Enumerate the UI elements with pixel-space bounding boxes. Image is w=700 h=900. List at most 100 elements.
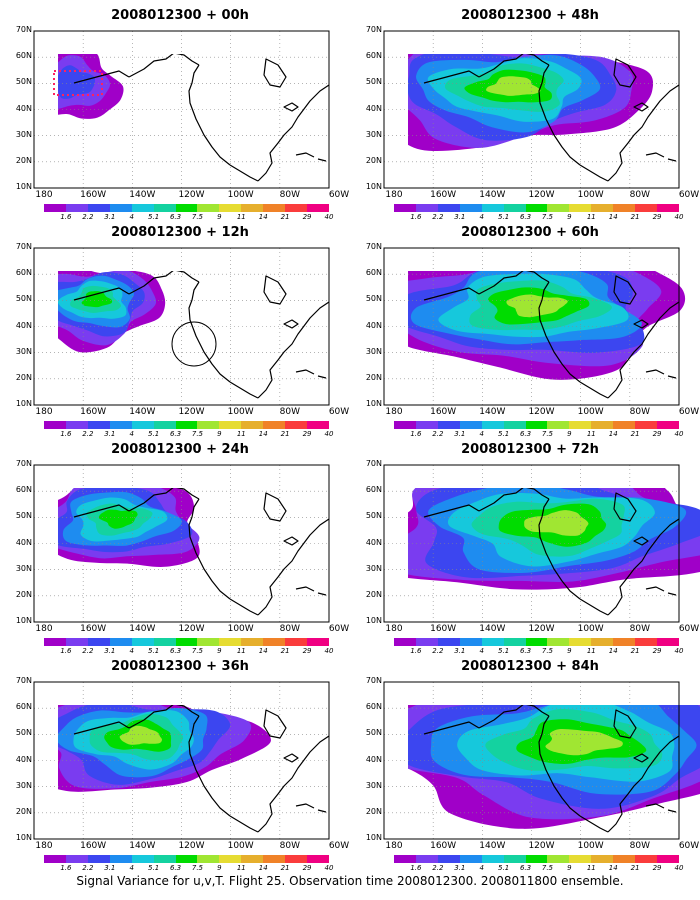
colorbar-tick-label: 11 [586, 213, 596, 221]
colorbar-tick-label: 5.1 [148, 864, 160, 872]
colorbar-tick-label: 2.2 [432, 647, 444, 655]
colorbar-tick-label: 9 [567, 213, 572, 221]
coastline [645, 369, 665, 375]
colorbar-swatch [503, 204, 526, 212]
longitude-tick-label: 80W [279, 407, 300, 417]
colorbar-tick-label: 5.1 [148, 213, 160, 221]
colorbar-tick-label: 11 [586, 647, 596, 655]
colorbar-swatch [153, 204, 176, 212]
coastline [478, 705, 550, 729]
colorbar-tick-label: 29 [652, 647, 662, 655]
colorbar-swatch [307, 855, 329, 863]
colorbar-swatch [394, 204, 416, 212]
colorbar [394, 204, 679, 212]
colorbar-tick-label: 4 [129, 647, 134, 655]
longitude-tick-label: 180 [35, 407, 53, 417]
colorbar-tick-label: 7.5 [191, 864, 204, 872]
colorbar-tick-label: 21 [280, 647, 290, 655]
longitude-tick-label: 160W [80, 190, 107, 200]
signal-variance-map [383, 464, 700, 623]
colorbar-tick-label: 7.5 [541, 864, 554, 872]
colorbar [44, 204, 329, 212]
longitude-tick-label: 100W [577, 407, 604, 417]
colorbar-swatch [569, 638, 592, 646]
latitude-tick-label: 10N [365, 616, 382, 625]
coastline [128, 54, 200, 78]
coastline [613, 492, 637, 522]
longitude-tick-label: 60W [328, 841, 350, 851]
coastline [633, 753, 649, 763]
latitude-tick-label: 30N [365, 563, 382, 573]
longitude-tick-label: 140W [129, 841, 156, 851]
coastline [317, 592, 327, 596]
coastline [579, 381, 609, 399]
coastline [633, 536, 649, 546]
colorbar-swatch [153, 638, 176, 646]
latitude-tick-label: 60N [365, 51, 382, 61]
colorbar-swatch [437, 421, 460, 429]
latitude-tick-label: 60N [15, 485, 32, 495]
colorbar-swatch [415, 204, 438, 212]
colorbar-swatch [437, 855, 460, 863]
longitude-tick-label: 180 [385, 624, 403, 634]
colorbar-swatch [109, 421, 132, 429]
colorbar-tick-label: 7.5 [191, 647, 204, 655]
colorbar-tick-label: 6.3 [519, 430, 532, 438]
latitude-tick-label: 70N [365, 676, 382, 685]
colorbar-tick-label: 3.1 [454, 864, 466, 872]
colorbar-swatch [503, 855, 526, 863]
longitude-tick-label: 60W [678, 407, 700, 417]
colorbar-tick-label: 29 [302, 213, 312, 221]
longitude-tick-label: 80W [629, 407, 650, 417]
colorbar-swatch [635, 855, 658, 863]
longitude-tick-label: 60W [328, 624, 350, 634]
colorbar-swatch [394, 421, 416, 429]
colorbar-swatch [219, 855, 242, 863]
colorbar-swatch [437, 638, 460, 646]
colorbar-swatch [591, 421, 614, 429]
colorbar-tick-label: 5.1 [498, 864, 510, 872]
colorbar-swatch [109, 204, 132, 212]
colorbar-swatch [285, 204, 308, 212]
coastline [423, 70, 480, 84]
colorbar-tick-label: 5.1 [498, 430, 510, 438]
panel-title: 2008012300 + 24h [111, 442, 249, 457]
colorbar-tick-label: 14 [608, 647, 618, 655]
colorbar-tick-label: 4 [129, 213, 134, 221]
coastline [229, 381, 259, 399]
colorbar-tick-label: 11 [236, 213, 246, 221]
latitude-tick-label: 30N [365, 129, 382, 139]
coastline [283, 536, 299, 546]
coastline [295, 803, 315, 809]
map-panel-48h: 2008012300 + 48h 70N 60N 50N 40N 30N 20N 10N 180… [360, 8, 700, 228]
latitude-tick-label: 20N [15, 806, 32, 816]
longitude-tick-label: 160W [430, 190, 457, 200]
longitude-tick-label: 180 [385, 841, 403, 851]
colorbar-swatch [503, 421, 526, 429]
colorbar-tick-label: 1.6 [60, 647, 72, 655]
colorbar-swatch [131, 421, 154, 429]
colorbar-swatch [241, 638, 264, 646]
longitude-tick-label: 180 [385, 190, 403, 200]
latitude-tick-label: 70N [365, 459, 382, 468]
longitude-tick-label: 80W [279, 624, 300, 634]
colorbar [44, 638, 329, 646]
latitude-tick-label: 70N [15, 676, 32, 685]
coastline [645, 803, 665, 809]
latitude-tick-label: 40N [15, 537, 32, 547]
colorbar-labels: 1.6 2.2 3.1 4 5.1 6.3 7.5 9 11 14 21 29 40 [44, 647, 333, 656]
latitude-tick-label: 60N [365, 268, 382, 278]
map-frame [33, 681, 330, 840]
colorbar-swatch [44, 421, 66, 429]
colorbar-swatch [263, 855, 286, 863]
colorbar-tick-label: 29 [302, 864, 312, 872]
colorbar-swatch [131, 204, 154, 212]
coastline [423, 504, 480, 518]
colorbar-labels: 1.6 2.2 3.1 4 5.1 6.3 7.5 9 11 14 21 29 40 [44, 430, 333, 439]
longitude-tick-label: 100W [227, 624, 254, 634]
colorbar-tick-label: 7.5 [541, 430, 554, 438]
latitude-tick-label: 50N [365, 294, 382, 304]
longitude-tick-label: 160W [430, 841, 457, 851]
coastline [667, 809, 677, 813]
colorbar-tick-label: 3.1 [454, 213, 466, 221]
